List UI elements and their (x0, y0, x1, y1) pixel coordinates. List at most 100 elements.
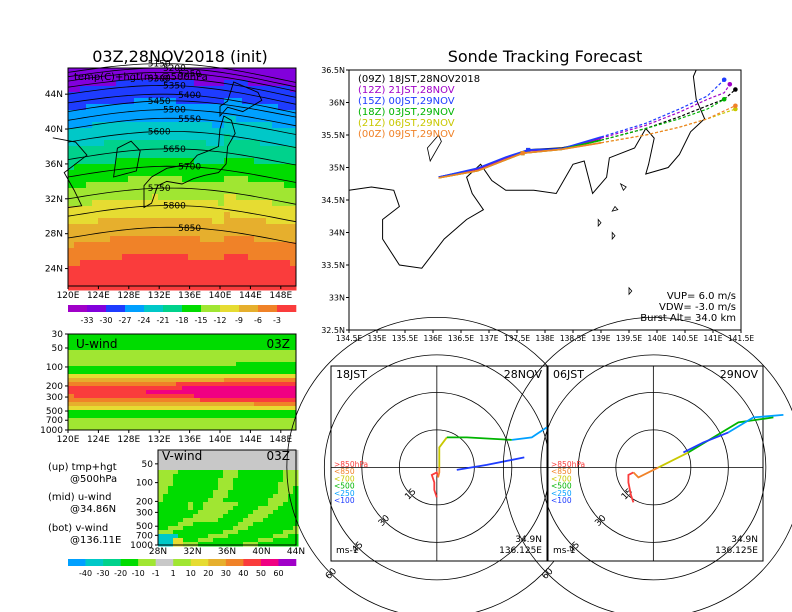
temp-cell (242, 248, 249, 255)
height-contour (67, 100, 297, 118)
temp-cell (254, 68, 261, 75)
temp-cell (266, 128, 273, 135)
temp-cell (200, 176, 207, 183)
uwind-cell (260, 378, 267, 383)
vwind-cell (203, 526, 209, 531)
temp-cell (92, 284, 99, 291)
temp-cell (218, 194, 225, 201)
uwind-cell (206, 342, 213, 347)
uwind-cell (194, 426, 201, 431)
vwind-cell (158, 502, 164, 507)
temp-cell (242, 110, 249, 117)
temp-cell (182, 182, 189, 189)
uwind-cell (158, 418, 165, 423)
track-legend-entry: (12Z) 21JST,28NOV (358, 85, 455, 96)
vwind-cell (283, 506, 289, 511)
height-contour (67, 148, 297, 166)
uwind-cell (236, 394, 243, 399)
temp-cell (254, 176, 261, 183)
temp-cell (290, 188, 297, 195)
temp-cell (80, 236, 87, 243)
uwind-cell (104, 362, 111, 367)
temp-cell (224, 224, 231, 231)
temp-cell (242, 68, 249, 75)
vwind-cell (238, 542, 244, 547)
temp-cell (182, 272, 189, 279)
temp-cell (122, 284, 129, 291)
temp-cell (242, 140, 249, 147)
sonde-param: Burst Alt= 34.0 km (640, 313, 736, 324)
temp-cell (176, 110, 183, 117)
vwind-cell (168, 542, 174, 547)
uwind-cell (86, 334, 93, 339)
uwind-cell (242, 362, 249, 367)
uwind-cell (182, 358, 189, 363)
temp-cell (170, 170, 177, 177)
uwind-cell (242, 398, 249, 403)
uwind-cell (212, 414, 219, 419)
temp-cell (116, 272, 123, 279)
temp-cell (278, 104, 285, 111)
temp-cell (206, 206, 213, 213)
temp-cell (92, 68, 99, 75)
vwind-cell (183, 510, 189, 515)
uwind-cell (200, 358, 207, 363)
vwind-cell (273, 450, 279, 455)
temp-cell (98, 176, 105, 183)
temp-cell (188, 284, 195, 291)
vwind-cell (258, 506, 264, 511)
uwind-cell (98, 390, 105, 395)
uwind-cell (128, 410, 135, 415)
vwind-cell (228, 502, 234, 507)
temp-cell (266, 146, 273, 153)
temp-cell (260, 236, 267, 243)
temp-cell (278, 116, 285, 123)
temp-cell (74, 254, 81, 261)
temp-cell (110, 146, 117, 153)
uwind-cell (170, 374, 177, 379)
temp-cell (110, 176, 117, 183)
uwind-cell (110, 350, 117, 355)
temp-cell (134, 200, 141, 207)
temp-cell (140, 98, 147, 105)
temp-cell (200, 98, 207, 105)
temp-cell (272, 98, 279, 105)
vwind-cell (268, 530, 274, 535)
temp-cell (242, 194, 249, 201)
vwind-cell (173, 486, 179, 491)
uwind-cell (98, 350, 105, 355)
temp-cell (194, 278, 201, 285)
uwind-cell (182, 426, 189, 431)
uwind-cell (74, 338, 81, 343)
temp-cell (182, 278, 189, 285)
temp-cell (200, 206, 207, 213)
uwind-cell (152, 358, 159, 363)
uwind-cell (158, 338, 165, 343)
temp-cell (164, 92, 171, 99)
temp-cell (140, 68, 147, 75)
temp-cell (278, 134, 285, 141)
temp-cell (74, 80, 81, 87)
uwind-cell (212, 366, 219, 371)
vwind-cell (233, 526, 239, 531)
temp-cell (134, 122, 141, 129)
temp-cell (122, 212, 129, 219)
uwind-cell (272, 374, 279, 379)
temp-cell (266, 86, 273, 93)
contour-label: 5150 (148, 60, 171, 70)
hodograph-unit: ms-1 (336, 546, 358, 556)
vwind-cell (163, 482, 169, 487)
temp-cell (74, 128, 81, 135)
uwind-cell (92, 410, 99, 415)
temp-cell (236, 152, 243, 159)
vwind-cell (248, 514, 254, 519)
vwind-cell (163, 518, 169, 523)
vwind-time: 03Z (267, 449, 291, 463)
temp-cell (224, 116, 231, 123)
temp-cell (134, 86, 141, 93)
uwind-cell (260, 406, 267, 411)
uwind-cell (158, 378, 165, 383)
uwind-cell (140, 338, 147, 343)
vwind-cell (178, 458, 184, 463)
temp-cell (158, 194, 165, 201)
